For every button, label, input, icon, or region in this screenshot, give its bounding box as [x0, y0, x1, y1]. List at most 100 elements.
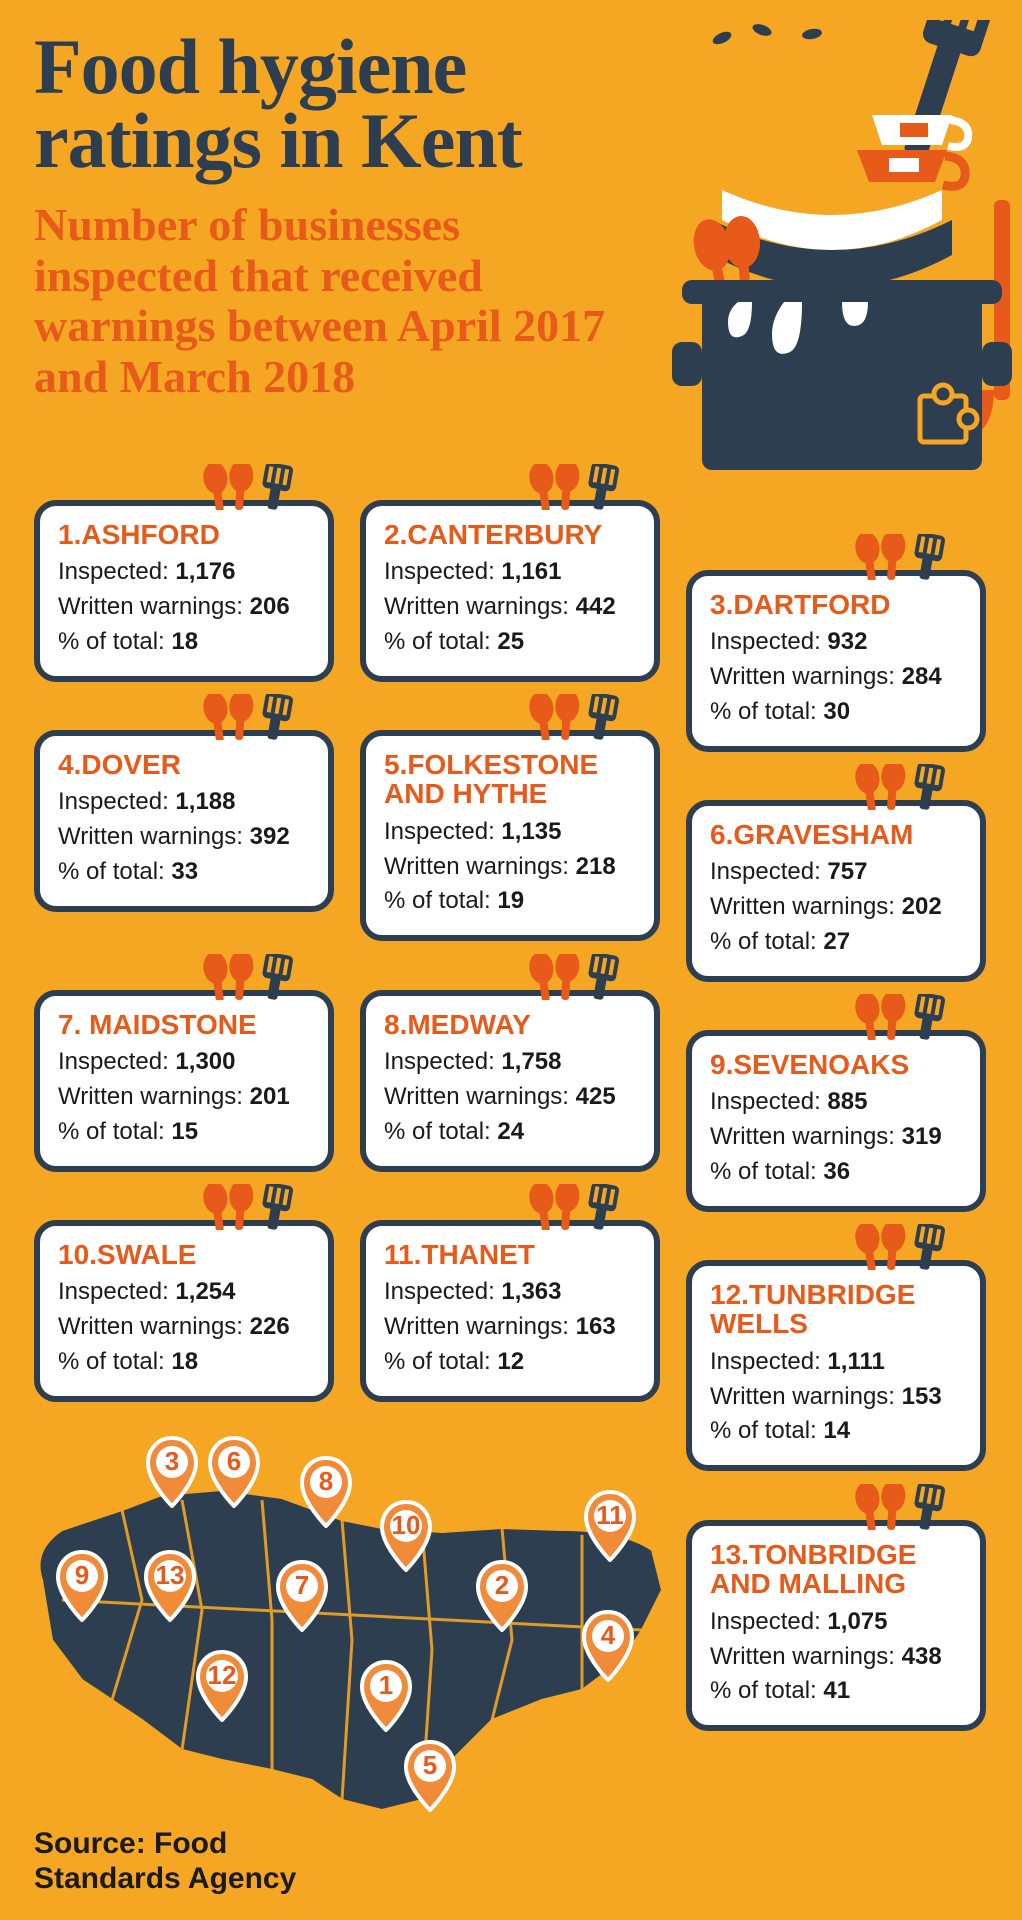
label: % of total:: [710, 1677, 823, 1704]
label: % of total:: [710, 928, 823, 955]
card-warnings: Written warnings: 226: [58, 1310, 310, 1345]
value: 33: [171, 858, 198, 885]
label: Written warnings:: [384, 1083, 576, 1110]
pin-number: 12: [194, 1660, 250, 1691]
card-warnings: Written warnings: 218: [384, 850, 636, 885]
card-title: 4.DOVER: [58, 750, 310, 779]
value: 15: [171, 1118, 198, 1145]
pin-number: 11: [582, 1500, 638, 1531]
value: 1,758: [501, 1048, 561, 1075]
card-inspected: Inspected: 1,176: [58, 555, 310, 590]
label: % of total:: [710, 1158, 823, 1185]
pin-number: 10: [378, 1510, 434, 1541]
value: 25: [497, 628, 524, 655]
card-inspected: Inspected: 1,111: [710, 1345, 962, 1380]
source-credit: Source: Food Standards Agency: [34, 1827, 296, 1896]
value: 1,135: [501, 818, 561, 845]
value: 153: [902, 1383, 942, 1410]
utensils-icon: [200, 1184, 310, 1230]
label: % of total:: [58, 1118, 171, 1145]
value: 442: [576, 593, 616, 620]
label: Inspected:: [710, 628, 827, 655]
value: 319: [902, 1123, 942, 1150]
value: 18: [171, 1348, 198, 1375]
card-warnings: Written warnings: 163: [384, 1310, 636, 1345]
pin-number: 1: [358, 1670, 414, 1701]
utensils-icon: [200, 464, 310, 510]
utensils-icon: [852, 1484, 962, 1530]
card-title: 3.DARTFORD: [710, 590, 962, 619]
card-warnings: Written warnings: 442: [384, 590, 636, 625]
label: Inspected:: [58, 1278, 175, 1305]
label: Written warnings:: [710, 1123, 902, 1150]
card-warnings: Written warnings: 425: [384, 1080, 636, 1115]
label: Written warnings:: [384, 853, 576, 880]
value: 30: [823, 698, 850, 725]
utensils-icon: [852, 764, 962, 810]
value: 392: [250, 823, 290, 850]
title-line2: ratings in Kent: [34, 97, 522, 184]
label: Written warnings:: [58, 823, 250, 850]
utensils-icon: [526, 1184, 636, 1230]
card-warnings: Written warnings: 206: [58, 590, 310, 625]
label: Inspected:: [384, 1278, 501, 1305]
label: Inspected:: [710, 1608, 827, 1635]
card-pct: % of total: 19: [384, 884, 636, 919]
value: 757: [827, 858, 867, 885]
card-pct: % of total: 18: [58, 1345, 310, 1380]
card-title: 11.THANET: [384, 1240, 636, 1269]
label: Written warnings:: [710, 893, 902, 920]
district-card: 8.MEDWAYInspected: 1,758Written warnings…: [360, 990, 660, 1172]
label: Written warnings:: [58, 1313, 250, 1340]
card-pct: % of total: 41: [710, 1674, 962, 1709]
label: Written warnings:: [384, 1313, 576, 1340]
district-card: 6.GRAVESHAMInspected: 757Written warning…: [686, 800, 986, 982]
card-title: 9.SEVENOAKS: [710, 1050, 962, 1079]
card-title: 10.SWALE: [58, 1240, 310, 1269]
value: 1,254: [175, 1278, 235, 1305]
label: Written warnings:: [710, 663, 902, 690]
value: 425: [576, 1083, 616, 1110]
card-pct: % of total: 12: [384, 1345, 636, 1380]
card-title: 5.FOLKESTONE AND HYTHE: [384, 750, 636, 809]
label: Inspected:: [58, 558, 175, 585]
map-pin: 6: [206, 1436, 262, 1508]
map-pin: 1: [358, 1660, 414, 1732]
card-inspected: Inspected: 1,363: [384, 1275, 636, 1310]
card-inspected: Inspected: 1,188: [58, 785, 310, 820]
label: % of total:: [384, 628, 497, 655]
district-card: 10.SWALEInspected: 1,254Written warnings…: [34, 1220, 334, 1402]
label: Written warnings:: [710, 1643, 902, 1670]
district-card: 2.CANTERBURYInspected: 1,161Written warn…: [360, 500, 660, 682]
card-title: 13.TONBRIDGE AND MALLING: [710, 1540, 962, 1599]
card-inspected: Inspected: 932: [710, 625, 962, 660]
value: 1,300: [175, 1048, 235, 1075]
pin-number: 9: [54, 1560, 110, 1591]
label: % of total:: [384, 1348, 497, 1375]
source-line2: Standards Agency: [34, 1862, 296, 1895]
district-card: 11.THANETInspected: 1,363Written warning…: [360, 1220, 660, 1402]
value: 41: [823, 1677, 850, 1704]
label: Inspected:: [384, 818, 501, 845]
value: 1,075: [827, 1608, 887, 1635]
map-pin: 2: [474, 1560, 530, 1632]
map-pin: 13: [142, 1550, 198, 1622]
value: 12: [497, 1348, 524, 1375]
utensils-icon: [526, 464, 636, 510]
kent-map: 1 2 3 4 5 6 7 8 9 10 11 12 13: [22, 1400, 682, 1840]
utensils-icon: [526, 694, 636, 740]
card-inspected: Inspected: 1,254: [58, 1275, 310, 1310]
card-pct: % of total: 14: [710, 1414, 962, 1449]
pin-number: 5: [402, 1750, 458, 1781]
label: % of total:: [384, 887, 497, 914]
card-title: 12.TUNBRIDGE WELLS: [710, 1280, 962, 1339]
card-warnings: Written warnings: 201: [58, 1080, 310, 1115]
card-pct: % of total: 30: [710, 695, 962, 730]
utensils-icon: [852, 994, 962, 1040]
label: Written warnings:: [58, 1083, 250, 1110]
value: 1,363: [501, 1278, 561, 1305]
map-pin: 10: [378, 1500, 434, 1572]
card-inspected: Inspected: 1,075: [710, 1605, 962, 1640]
value: 1,161: [501, 558, 561, 585]
district-card: 13.TONBRIDGE AND MALLING Inspected: 1,075…: [686, 1520, 986, 1731]
